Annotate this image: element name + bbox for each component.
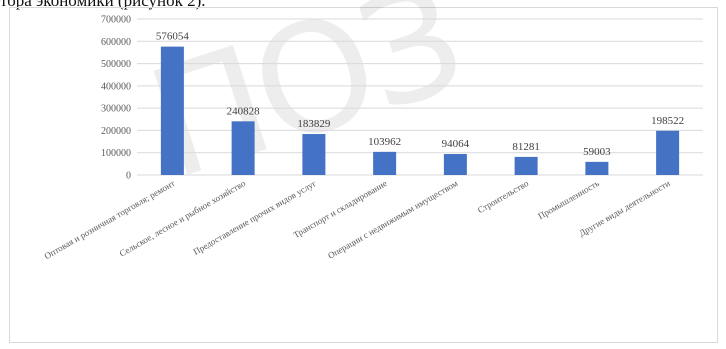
data-label: 59003 (583, 146, 611, 158)
y-tick-label: 500000 (101, 59, 131, 70)
x-category-label: Операции с недвижимым имуществом (326, 178, 460, 261)
x-category-label: Оптовая и розничная торговля; ремонт (42, 178, 176, 261)
data-label: 240828 (227, 105, 261, 117)
y-tick-label: 400000 (101, 81, 131, 92)
data-label: 103962 (368, 136, 401, 148)
y-tick-label: 100000 (101, 148, 131, 159)
bar (514, 156, 538, 175)
chart-frame (9, 7, 718, 343)
bar (585, 161, 609, 175)
data-label: 81281 (512, 141, 540, 153)
x-category-label: Промышленность (536, 178, 601, 221)
x-category-label: Строительство (476, 178, 531, 215)
x-category-label: Сельское, лесное и рыбное хозяйство (118, 178, 248, 259)
bar (231, 121, 255, 175)
bar (302, 134, 326, 175)
data-label: 576054 (156, 31, 190, 43)
y-tick-label: 600000 (101, 37, 131, 48)
y-tick-label: 300000 (101, 104, 131, 115)
bar (373, 151, 397, 175)
data-label: 183829 (297, 118, 331, 130)
data-label: 94064 (442, 138, 470, 150)
bar (160, 46, 184, 175)
y-tick-label: 200000 (101, 126, 131, 137)
y-tick-label: 0 (126, 171, 131, 182)
data-label: 198522 (651, 115, 684, 127)
bar (656, 130, 680, 175)
x-category-label: Предоставление прочих видов услуг (191, 178, 318, 257)
bar (443, 154, 467, 175)
y-tick-label: 700000 (101, 15, 131, 26)
caption-text: тора экономики (рисунок 2). (0, 0, 206, 10)
